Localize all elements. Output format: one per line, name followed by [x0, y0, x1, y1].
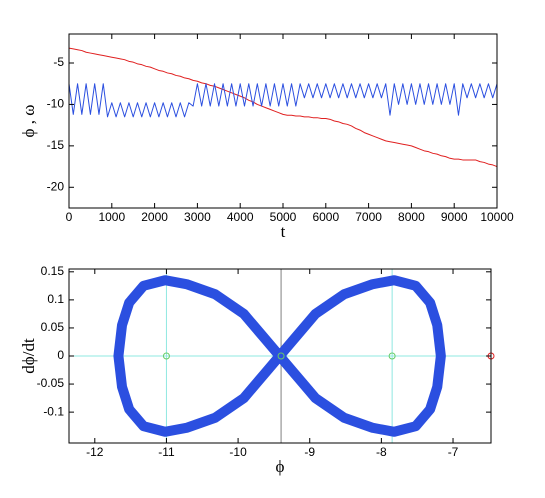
- y-axis-label: dϕ/dt: [19, 338, 38, 374]
- x-tick-label: -8: [376, 445, 387, 459]
- point-marker: [277, 352, 285, 360]
- x-tick-label: 3000: [184, 210, 211, 224]
- x-tick-label: 5000: [270, 210, 297, 224]
- data-line: [113, 275, 446, 437]
- x-tick-label: 6000: [312, 210, 339, 224]
- x-tick-label: -7: [448, 445, 459, 459]
- x-tick-label: 2000: [141, 210, 168, 224]
- y-tick-label: -5: [53, 55, 64, 69]
- y-axis-label: ϕ , ω: [19, 105, 38, 138]
- y-tick-label: 0.1: [47, 292, 64, 306]
- x-tick-label: 0: [66, 210, 73, 224]
- x-tick-label: 8000: [398, 210, 425, 224]
- y-tick-label: -10: [47, 97, 65, 111]
- y-tick-label: 0: [57, 348, 64, 362]
- y-tick-label: -20: [47, 179, 65, 193]
- x-tick-label: 9000: [441, 210, 468, 224]
- point-marker: [162, 352, 170, 360]
- x-tick-label: 1000: [98, 210, 125, 224]
- point-marker: [388, 352, 396, 360]
- x-tick-label: 4000: [227, 210, 254, 224]
- y-tick-label: 0.05: [41, 320, 65, 334]
- data-line: [68, 83, 498, 118]
- y-tick-label: -0.1: [43, 404, 64, 418]
- x-tick-label: -12: [86, 445, 104, 459]
- y-tick-label: -0.05: [37, 376, 65, 390]
- x-axis-label: t: [281, 222, 286, 241]
- plot-area: [69, 34, 497, 208]
- y-tick-label: -15: [47, 138, 65, 152]
- x-tick-label: 10000: [480, 210, 514, 224]
- y-tick-label: 0.15: [41, 264, 65, 278]
- x-tick-label: 7000: [355, 210, 382, 224]
- x-axis-label: ϕ: [276, 457, 285, 476]
- x-tick-label: -9: [304, 445, 315, 459]
- data-line: [68, 47, 498, 168]
- x-tick-label: -11: [158, 445, 175, 459]
- x-tick-label: -10: [229, 445, 247, 459]
